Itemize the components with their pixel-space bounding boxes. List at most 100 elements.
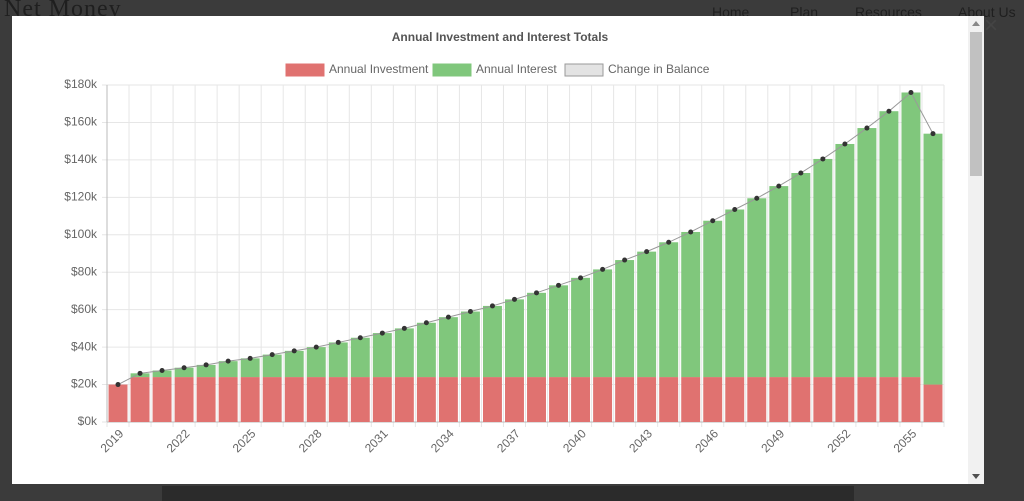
bar [152, 370, 172, 378]
balance-point [754, 195, 760, 201]
bar [527, 292, 546, 378]
balance-point [445, 314, 451, 320]
bar [923, 133, 943, 385]
y-tick-label: $160k [64, 115, 98, 129]
x-tick-label: 2034 [428, 426, 457, 455]
bar [196, 364, 216, 378]
bar [482, 377, 502, 422]
balance-point [115, 382, 121, 388]
bar [857, 128, 877, 378]
balance-point [710, 218, 716, 224]
close-button[interactable]: × [984, 12, 999, 39]
balance-point [313, 344, 319, 350]
modal: Annual Investment and Interest Totals $0… [12, 16, 984, 484]
bar [240, 377, 260, 422]
bar [284, 350, 304, 378]
bar [725, 377, 745, 422]
bar [174, 367, 194, 378]
bar [593, 377, 613, 422]
balance-point [511, 296, 517, 302]
bar [372, 333, 392, 378]
bar [835, 143, 855, 378]
bar [505, 377, 524, 422]
bar [791, 172, 811, 378]
bar [637, 377, 657, 422]
bar [350, 337, 370, 378]
footer-strip [162, 486, 854, 501]
balance-point [225, 358, 231, 364]
y-tick-label: $120k [64, 190, 98, 204]
bar [681, 231, 701, 378]
bar [108, 384, 128, 422]
balance-point [556, 282, 562, 288]
bar [460, 311, 480, 378]
bar [196, 377, 216, 422]
bar [813, 158, 833, 378]
bar [306, 347, 326, 378]
bar [262, 354, 282, 378]
bar [438, 317, 458, 378]
balance-point [489, 303, 495, 309]
bar [416, 377, 436, 422]
x-tick-label: 2055 [891, 426, 920, 455]
bar [747, 377, 767, 422]
balance-point [600, 266, 606, 272]
balance-point [908, 89, 914, 95]
balance-point [269, 352, 275, 358]
balance-point [688, 229, 694, 235]
bar [240, 358, 260, 378]
scroll-down[interactable] [972, 474, 980, 479]
bar [350, 377, 370, 422]
bar [130, 377, 150, 422]
scrollbar-thumb[interactable] [970, 32, 982, 176]
x-tick-label: 2022 [164, 426, 193, 455]
legend-swatch [432, 63, 472, 77]
x-tick-label: 2028 [296, 426, 325, 455]
balance-point [732, 207, 738, 213]
bar [703, 377, 723, 422]
balance-point [886, 108, 892, 114]
bar [218, 377, 238, 422]
balance-line [117, 91, 934, 386]
bar [923, 384, 943, 422]
bar [328, 342, 348, 378]
bar [482, 305, 502, 378]
bar [549, 377, 569, 422]
balance-point [291, 348, 297, 354]
bar [174, 377, 194, 422]
balance-point [644, 249, 650, 255]
x-tick-label: 2040 [560, 426, 589, 455]
bar [571, 277, 591, 378]
balance-point [798, 170, 804, 176]
bar [747, 198, 767, 378]
bar [416, 322, 436, 378]
scroll-up[interactable] [972, 21, 980, 26]
legend-label: Change in Balance [608, 62, 710, 76]
balance-point [820, 156, 826, 162]
x-tick-label: 2043 [626, 426, 655, 455]
legend-swatch [285, 63, 325, 77]
bar [857, 377, 877, 422]
balance-point [534, 290, 540, 296]
x-tick-label: 2031 [362, 426, 391, 455]
bar [152, 377, 172, 422]
y-tick-label: $180k [64, 77, 98, 91]
bar [901, 377, 921, 422]
bar [438, 377, 458, 422]
y-tick-label: $100k [64, 227, 98, 241]
balance-point [137, 370, 143, 376]
bar [306, 377, 326, 422]
bar [394, 328, 414, 378]
y-tick-label: $20k [71, 377, 98, 391]
legend-label: Annual Interest [476, 62, 557, 76]
bar [725, 209, 745, 378]
balance-point [159, 368, 165, 374]
balance-point [776, 183, 782, 189]
x-tick-label: 2046 [692, 426, 721, 455]
y-tick-label: $140k [64, 152, 98, 166]
balance-point [930, 131, 936, 137]
balance-point [181, 365, 187, 371]
bar [394, 377, 414, 422]
x-tick-label: 2049 [758, 426, 787, 455]
